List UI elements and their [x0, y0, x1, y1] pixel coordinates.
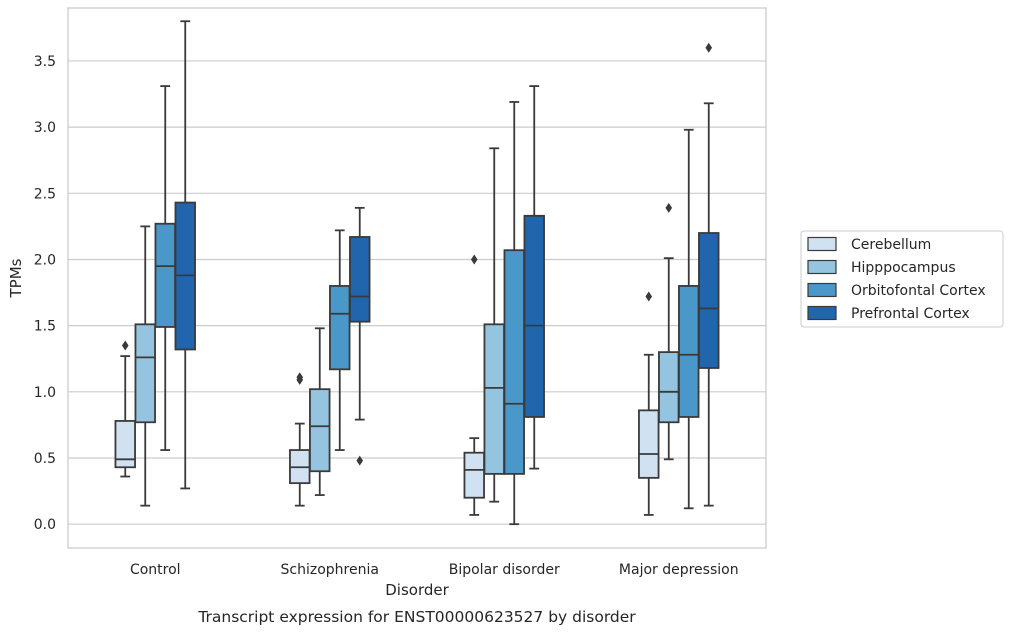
box-iqr: [698, 232, 720, 369]
y-tick-label: 2.5: [34, 186, 56, 202]
box-hipppocampus: [658, 202, 680, 461]
y-tick-label: 3.5: [34, 54, 56, 70]
outlier-point: [121, 340, 129, 351]
y-tick-label: 1.0: [34, 385, 56, 401]
box-cerebellum: [638, 291, 660, 516]
y-tick-label: 3.0: [34, 120, 56, 136]
boxes: [114, 20, 720, 526]
legend-label: Cerebellum: [851, 237, 931, 253]
chart-caption: Transcript expression for ENST0000062352…: [197, 608, 636, 626]
outlier-point: [356, 455, 364, 466]
legend: Cerebellum Hipppocampus Orbitofontal Corte…: [800, 230, 1004, 328]
box-iqr: [114, 420, 136, 469]
x-axis-ticks: Control Schizophrenia Bipolar disorder Majo…: [130, 562, 739, 578]
outlier-point: [296, 372, 304, 383]
x-tick-label: Major depression: [619, 562, 739, 578]
box-iqr: [309, 388, 331, 473]
outlier-point: [705, 42, 713, 53]
x-axis-title: Disorder: [385, 581, 449, 599]
box-orbitofontal-cortex: [503, 101, 525, 526]
box-iqr: [463, 451, 485, 499]
y-axis-ticks: 0.0 0.5 1.0 1.5 2.0 2.5 3.0 3.5: [34, 54, 56, 533]
box-iqr: [349, 236, 371, 323]
box-prefrontal-cortex: [523, 85, 545, 470]
box-iqr: [483, 323, 505, 475]
legend-swatch: [807, 236, 837, 252]
box-prefrontal-cortex: [174, 20, 196, 490]
outlier-point: [470, 254, 478, 265]
x-tick-label: Schizophrenia: [281, 562, 379, 578]
outlier-point: [645, 291, 653, 302]
box-cerebellum: [289, 372, 311, 507]
legend-frame: [800, 230, 1004, 328]
box-hipppocampus: [309, 327, 331, 496]
box-iqr: [523, 214, 545, 418]
box-orbitofontal-cortex: [678, 128, 700, 510]
x-tick-label: Control: [130, 562, 181, 578]
plot-frame: [67, 7, 767, 549]
y-axis-title: TPMs: [7, 258, 25, 298]
outlier-point: [665, 202, 673, 213]
box-prefrontal-cortex: [698, 42, 720, 507]
box-hipppocampus: [134, 225, 156, 507]
box-cerebellum: [463, 254, 485, 516]
legend-swatch: [807, 259, 837, 275]
box-prefrontal-cortex: [349, 206, 371, 466]
y-tick-label: 0.0: [34, 517, 56, 533]
legend-label: Hipppocampus: [851, 260, 956, 276]
y-tick-label: 1.5: [34, 319, 56, 335]
y-tick-label: 2.0: [34, 252, 56, 268]
legend-label: Prefrontal Cortex: [851, 306, 970, 322]
y-tick-label: 0.5: [34, 451, 56, 467]
legend-swatch: [807, 282, 837, 298]
box-iqr: [329, 285, 351, 371]
box-cerebellum: [114, 340, 136, 478]
legend-label: Orbitofontal Cortex: [851, 283, 986, 299]
box-iqr: [658, 351, 680, 424]
box-iqr: [638, 409, 660, 479]
box-iqr: [134, 323, 156, 424]
box-hipppocampus: [483, 147, 505, 503]
box-iqr: [503, 249, 525, 475]
x-tick-label: Bipolar disorder: [449, 562, 560, 578]
box-iqr: [154, 222, 176, 328]
box-orbitofontal-cortex: [329, 229, 351, 451]
legend-swatch: [807, 305, 837, 321]
box-orbitofontal-cortex: [154, 85, 176, 451]
box-iqr: [678, 285, 700, 418]
